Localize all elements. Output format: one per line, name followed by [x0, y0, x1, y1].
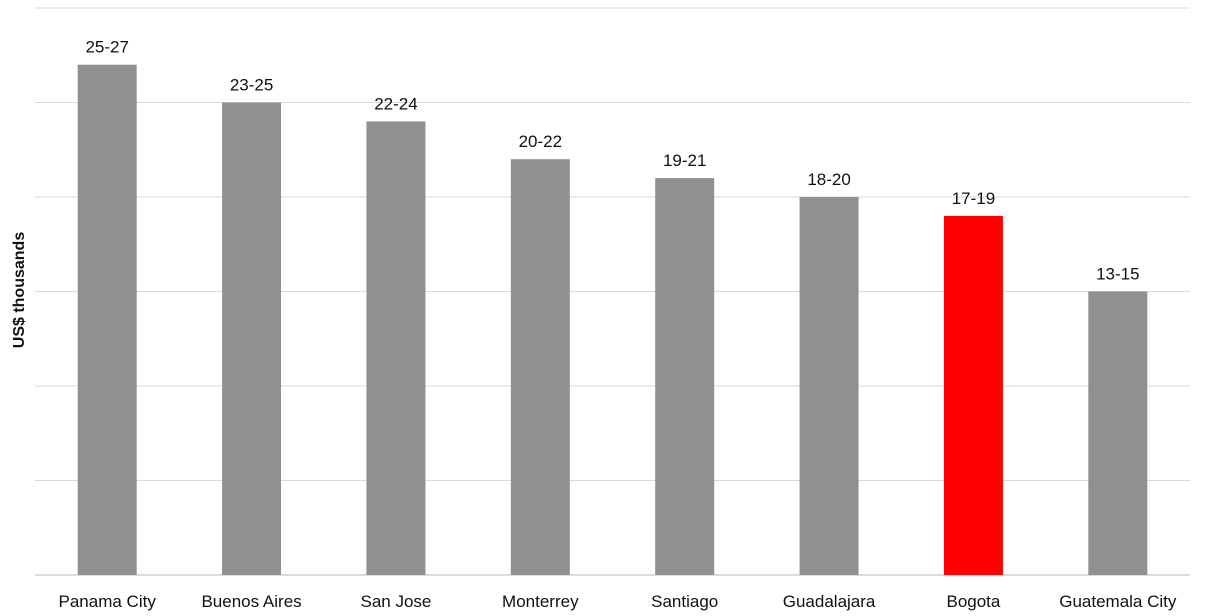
- bar: [222, 102, 282, 575]
- bar-data-label: 17-19: [952, 189, 995, 208]
- bar: [1088, 291, 1148, 575]
- data-labels: 25-27 23-25 22-24 20-22 19-21 18-20 17-19 13-15: [85, 38, 1139, 284]
- x-tick-label: Panama City: [59, 592, 157, 611]
- bar: [366, 121, 426, 576]
- bars: [77, 64, 1148, 576]
- x-tick-label: San Jose: [360, 592, 431, 611]
- bar-data-label: 13-15: [1096, 265, 1139, 284]
- bar: [77, 64, 137, 575]
- bar-data-label: 18-20: [807, 170, 850, 189]
- x-tick-label: Monterrey: [502, 592, 579, 611]
- bar: [655, 178, 715, 575]
- x-tick-label: Bogota: [946, 592, 1000, 611]
- bar-data-label: 22-24: [374, 94, 417, 113]
- bar-data-label: 20-22: [519, 132, 562, 151]
- bar-data-label: 25-27: [85, 38, 128, 57]
- y-axis-label: US$ thousands: [11, 232, 28, 349]
- bar: [799, 197, 859, 575]
- x-tick-label: Santiago: [651, 592, 718, 611]
- grid: [35, 7, 1190, 576]
- x-tick-label: Guadalajara: [783, 592, 876, 611]
- x-tick-label: Guatemala City: [1059, 592, 1177, 611]
- x-tick-label: Buenos Aires: [201, 592, 301, 611]
- bar-data-label: 23-25: [230, 76, 273, 95]
- bar: [943, 215, 1003, 575]
- bar: [510, 159, 570, 575]
- bar-data-label: 19-21: [663, 151, 706, 170]
- x-axis-tick-labels: Panama City Buenos Aires San Jose Monterrey…: [59, 592, 1177, 611]
